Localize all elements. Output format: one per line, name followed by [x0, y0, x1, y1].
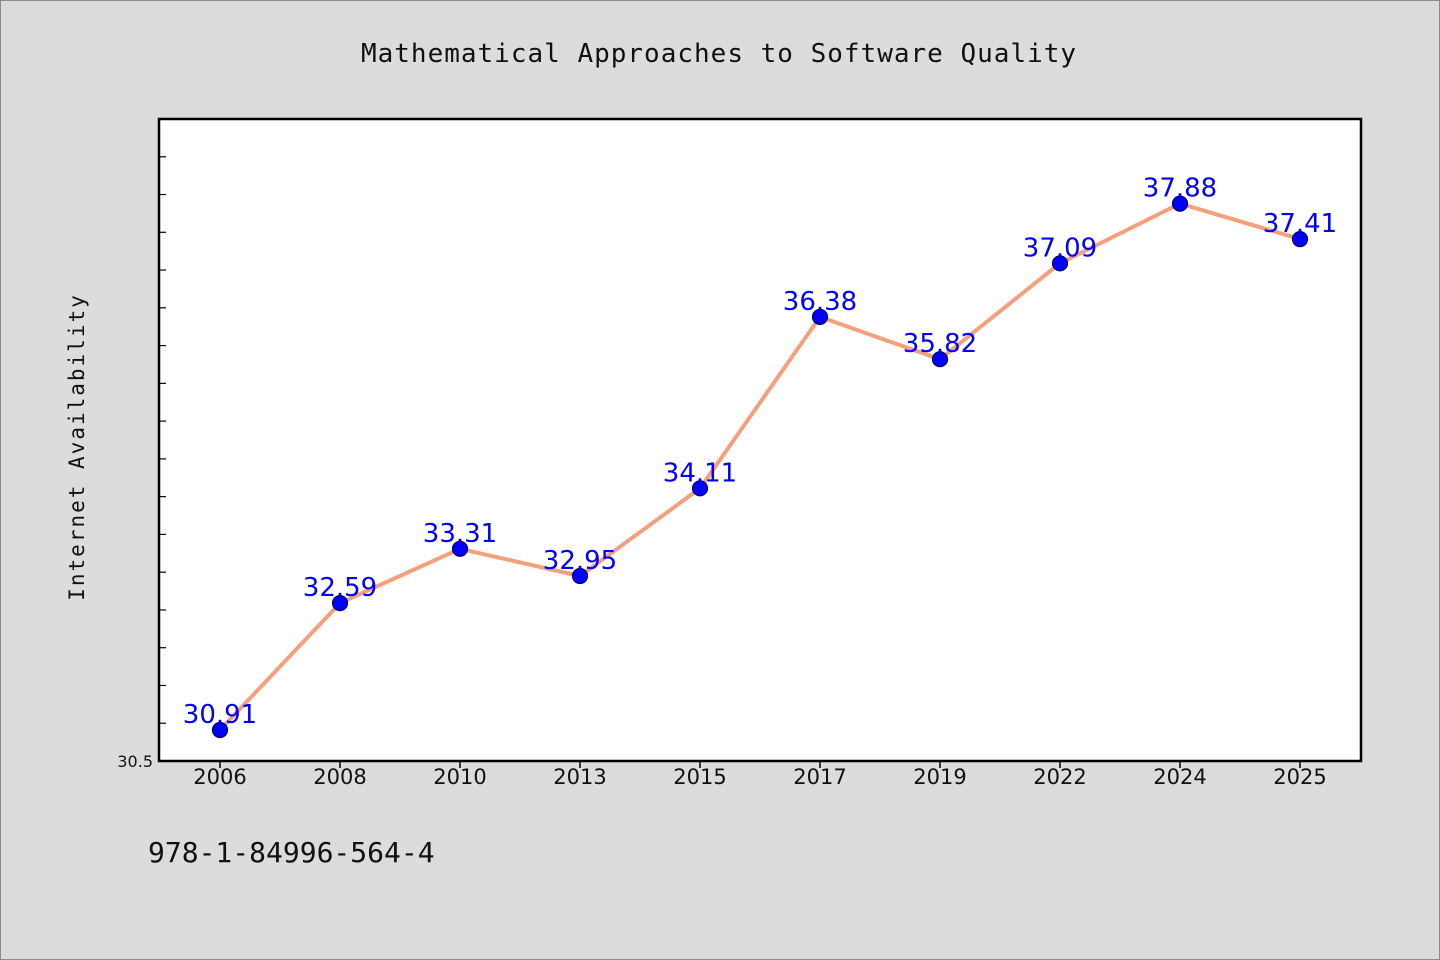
data-point: [331, 594, 349, 612]
y-axis-tick-labels: 30.5: [117, 752, 153, 771]
data-point: [1171, 195, 1189, 212]
y-tick-label: 30.5: [117, 752, 153, 771]
data-label: 32.95: [543, 546, 617, 576]
data-point: [811, 308, 829, 325]
x-tick-label: 2008: [313, 765, 366, 789]
data-label: 32.59: [303, 573, 377, 603]
footer-isbn: 978-1-84996-564-4: [148, 836, 435, 869]
chart-title: Mathematical Approaches to Software Qual…: [361, 39, 1077, 69]
data-point: [211, 721, 229, 739]
series-data-labels: 30.91 32.59 33.31 32.95 34.11 36.38 35.82 37.09…: [183, 174, 1337, 730]
data-label: 36.38: [783, 287, 857, 317]
y-axis-label: Internet Availability: [65, 293, 89, 601]
x-tick-label: 2019: [913, 765, 966, 789]
data-point: [691, 480, 709, 497]
data-label: 37.09: [1023, 233, 1097, 263]
x-axis-tick-labels: 2006 2008 2010 2013 2015 2017 2019 2022 2024 2025: [193, 765, 1326, 789]
data-label: 37.41: [1263, 209, 1337, 239]
x-tick-label: 2013: [553, 765, 606, 789]
x-axis-ticks: [219, 761, 1301, 768]
data-label: 35.82: [903, 329, 977, 359]
data-point: [451, 540, 469, 557]
x-tick-label: 2017: [793, 765, 846, 789]
x-tick-label: 2010: [433, 765, 486, 789]
x-tick-label: 2025: [1273, 765, 1326, 789]
series-line: [218, 201, 1302, 732]
x-tick-label: 2006: [193, 765, 246, 789]
data-label: 37.88: [1143, 174, 1217, 204]
x-tick-label: 2015: [673, 765, 726, 789]
x-tick-label: 2024: [1153, 765, 1206, 789]
data-label: 33.31: [423, 519, 497, 549]
series-markers: [211, 195, 1309, 739]
data-label: 34.11: [663, 458, 737, 488]
data-point: [931, 351, 949, 368]
data-point: [1051, 255, 1069, 272]
plot-area: [157, 117, 1363, 763]
x-tick-label: 2022: [1033, 765, 1086, 789]
data-point: [1291, 231, 1309, 248]
data-label: 30.91: [183, 700, 257, 730]
y-axis-ticks: [159, 156, 166, 762]
data-point: [571, 567, 589, 585]
